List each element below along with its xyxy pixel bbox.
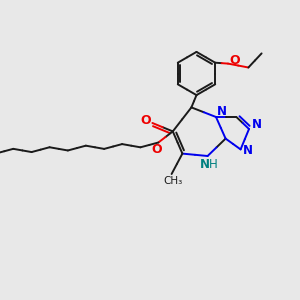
- Text: N: N: [243, 144, 253, 158]
- Text: N: N: [251, 118, 262, 131]
- Text: O: O: [152, 142, 162, 156]
- Text: O: O: [229, 53, 240, 67]
- Text: CH₃: CH₃: [163, 176, 182, 187]
- Text: N: N: [216, 105, 226, 118]
- Text: H: H: [209, 158, 218, 171]
- Text: N: N: [200, 158, 210, 171]
- Text: O: O: [140, 114, 151, 127]
